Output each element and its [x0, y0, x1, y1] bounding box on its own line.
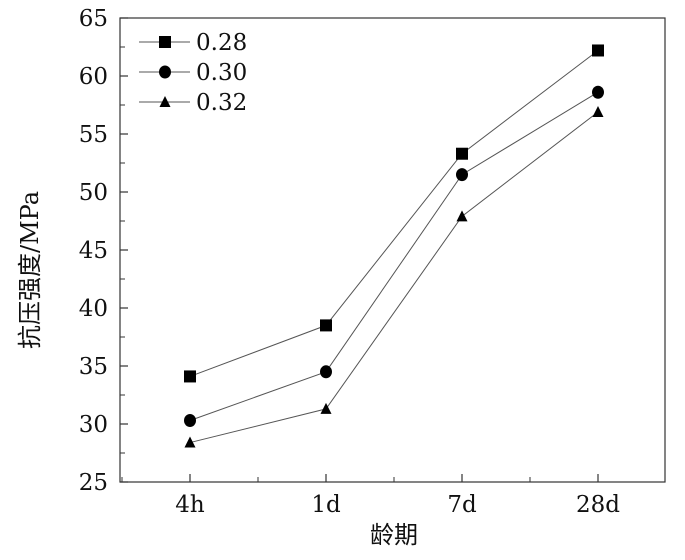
data-point	[592, 85, 604, 99]
data-point	[456, 210, 468, 222]
data-point	[184, 370, 196, 383]
x-tick-label: 4h	[175, 492, 205, 518]
x-axis-title: 龄期	[370, 521, 418, 549]
y-tick-label: 40	[79, 296, 108, 322]
data-point	[320, 319, 332, 332]
legend-marker	[159, 36, 171, 48]
x-tick-label: 1d	[311, 492, 341, 518]
x-tick-label: 7d	[447, 492, 477, 518]
series-0.32	[184, 105, 604, 448]
y-tick-label: 55	[79, 122, 108, 148]
legend-label: 0.32	[196, 90, 247, 116]
data-point	[320, 402, 332, 414]
series-0.30	[184, 85, 604, 428]
plot-frame	[119, 17, 666, 483]
legend-item: 0.28	[139, 30, 247, 56]
legend-marker	[159, 65, 171, 79]
y-tick-label: 30	[79, 412, 108, 438]
data-point	[184, 414, 196, 428]
axes: 25 30 35 40 45 50 55 60 65 4h 1d 7d 28d	[79, 6, 666, 518]
y-tick-label: 60	[79, 64, 108, 90]
x-tick-label: 28d	[576, 492, 620, 518]
series-line	[189, 50, 599, 377]
legend-item: 0.32	[139, 90, 247, 116]
y-tick-label: 25	[79, 470, 108, 496]
y-axis-title: 抗压强度/MPa	[16, 191, 44, 349]
series-layer	[184, 44, 604, 448]
y-tick-label: 45	[79, 238, 108, 264]
legend-marker	[159, 96, 171, 107]
y-tick-label: 50	[79, 180, 108, 206]
data-point	[592, 105, 604, 117]
legend: 0.28 0.30 0.32	[139, 30, 247, 116]
series-line	[189, 111, 599, 444]
data-point	[320, 365, 332, 379]
legend-label: 0.28	[196, 30, 247, 56]
legend-item: 0.30	[139, 60, 247, 86]
data-point	[456, 147, 468, 160]
legend-label: 0.30	[196, 60, 247, 86]
y-tick-label: 35	[79, 354, 108, 380]
series-0.28	[184, 44, 604, 383]
y-tick-label: 65	[79, 6, 108, 32]
data-point	[456, 168, 468, 182]
series-line	[189, 91, 599, 421]
data-point	[592, 44, 604, 57]
data-point	[184, 436, 196, 448]
